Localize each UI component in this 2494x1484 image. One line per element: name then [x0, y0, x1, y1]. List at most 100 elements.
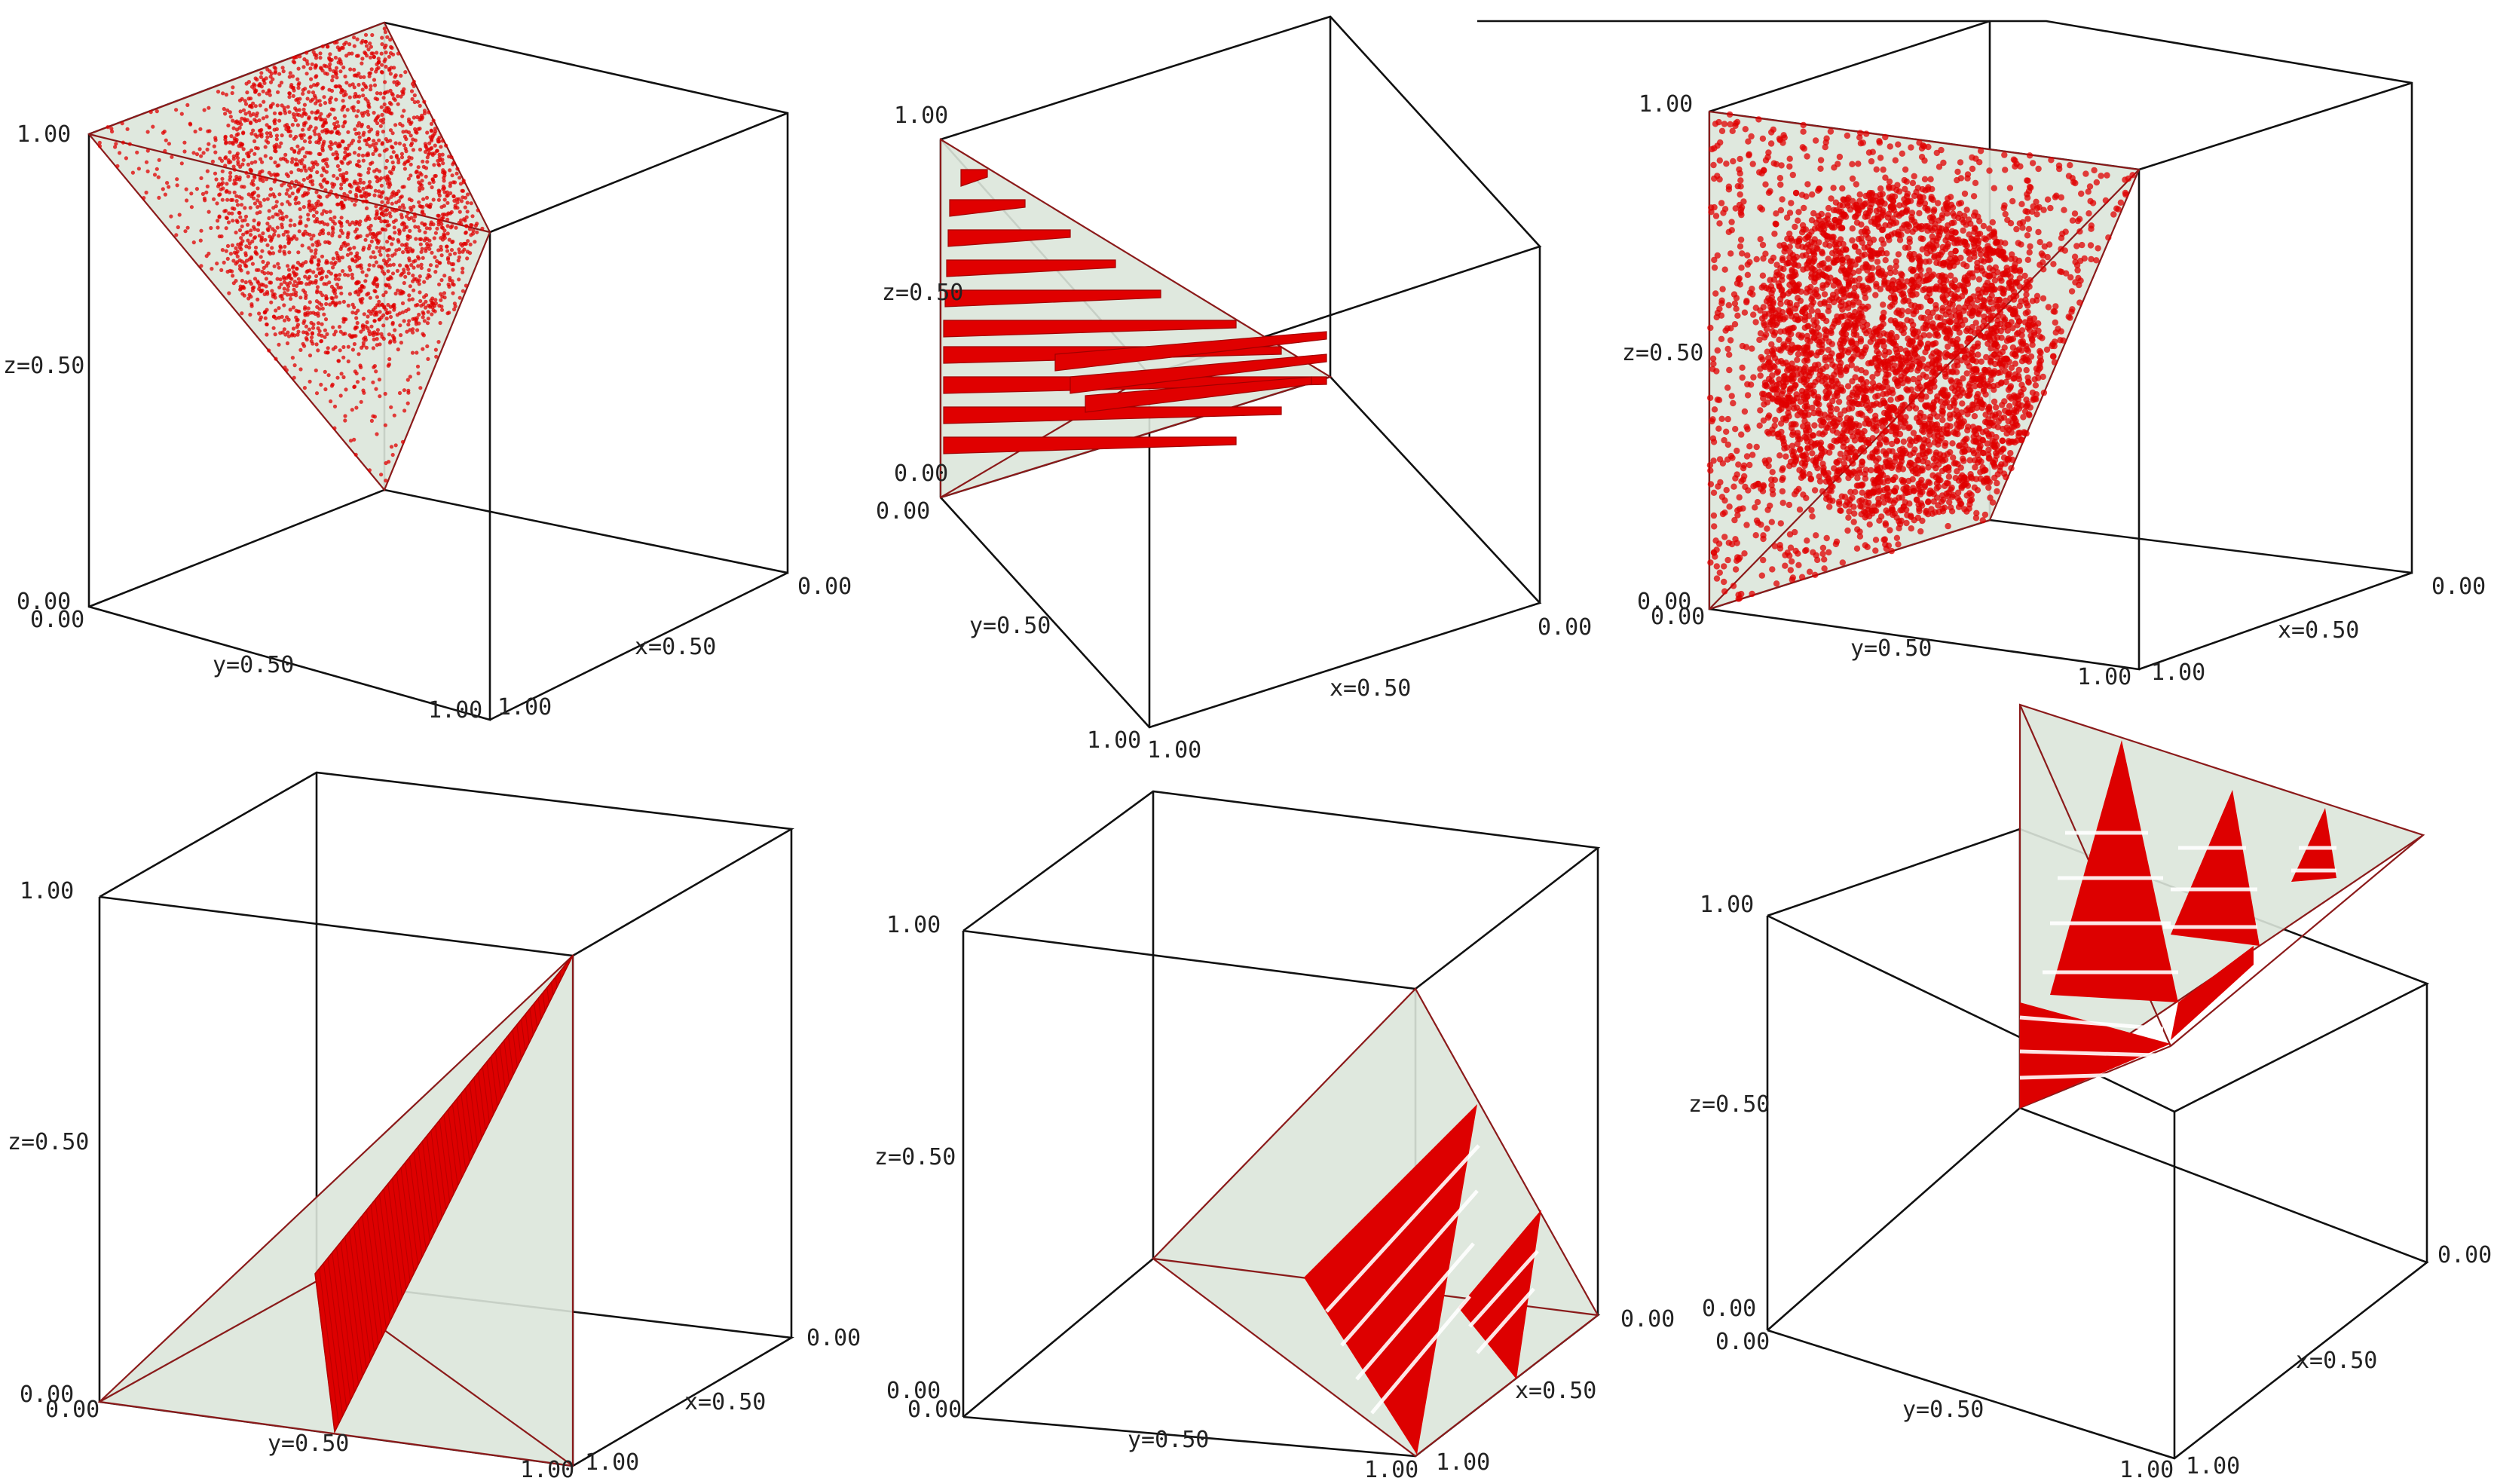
data-point [263, 237, 268, 242]
data-point [388, 111, 393, 115]
data-point [389, 445, 394, 449]
data-point [225, 243, 231, 248]
data-point [475, 230, 479, 234]
data-point [445, 231, 450, 236]
data-point [332, 69, 336, 74]
data-point [291, 326, 296, 331]
data-point [252, 201, 257, 206]
data-point [412, 204, 416, 209]
data-point [310, 161, 314, 165]
data-point [1809, 265, 1816, 272]
data-point [330, 233, 335, 237]
data-point [213, 138, 218, 142]
data-point [349, 141, 353, 145]
data-point [348, 439, 353, 443]
data-point [1863, 130, 1870, 137]
data-point [1872, 547, 1879, 554]
data-point [385, 35, 390, 39]
data-point [2051, 359, 2058, 366]
data-point [2001, 151, 2008, 158]
data-point [1713, 575, 1721, 582]
data-point [260, 160, 265, 164]
data-point [306, 217, 311, 222]
data-point [246, 96, 251, 101]
data-point [396, 189, 401, 194]
data-point [275, 277, 280, 281]
data-point [354, 405, 359, 410]
data-point [256, 205, 260, 210]
data-point [234, 230, 238, 235]
data-point [274, 200, 279, 204]
data-point [298, 262, 303, 267]
data-point [295, 189, 300, 194]
data-point [182, 140, 187, 145]
data-point [1812, 571, 1819, 578]
data-point [335, 301, 339, 305]
data-point [329, 216, 333, 222]
data-point [265, 131, 269, 136]
data-point [1721, 266, 1728, 273]
data-point [317, 135, 322, 139]
data-point [383, 57, 387, 62]
data-point [300, 158, 304, 162]
data-point [223, 164, 228, 168]
data-point [363, 39, 368, 44]
data-point [372, 255, 377, 259]
data-point [1721, 534, 1728, 540]
data-point [370, 161, 375, 165]
data-point [341, 299, 346, 304]
data-point [352, 67, 357, 72]
data-point [315, 81, 320, 86]
data-point [227, 211, 231, 216]
data-point [251, 128, 256, 133]
data-point [415, 328, 420, 332]
data-point [252, 227, 257, 231]
data-point [265, 115, 269, 119]
data-point [325, 44, 330, 49]
data-point [360, 345, 364, 350]
data-point [185, 198, 189, 203]
data-point [198, 238, 203, 243]
data-point [314, 140, 319, 145]
data-point [442, 274, 447, 278]
data-point [1744, 252, 1751, 259]
data-point [350, 311, 355, 315]
data-point [2048, 157, 2055, 164]
data-point [378, 310, 382, 314]
data-point [294, 293, 298, 298]
data-point [317, 258, 321, 262]
data-point [387, 356, 392, 362]
data-point [366, 268, 371, 272]
data-point [374, 260, 378, 265]
data-point [1966, 231, 1972, 238]
data-point [2026, 152, 2033, 159]
data-point [1875, 350, 1883, 357]
data-point [175, 177, 179, 182]
data-point [1930, 208, 1937, 215]
data-point [219, 234, 224, 239]
data-point [1772, 416, 1779, 424]
data-point [1769, 304, 1776, 312]
data-point [308, 139, 312, 145]
data-point [366, 225, 371, 230]
data-point [372, 337, 376, 341]
data-point [314, 342, 319, 347]
data-point [155, 109, 159, 114]
data-point [301, 177, 306, 182]
data-point [436, 213, 440, 218]
data-point [1975, 276, 1983, 283]
data-point [419, 204, 424, 209]
data-point [2033, 211, 2040, 218]
data-point [342, 90, 347, 94]
data-point [212, 144, 216, 148]
data-point [308, 208, 313, 213]
data-point [269, 300, 274, 304]
data-point [259, 315, 263, 320]
data-point [366, 246, 371, 251]
data-point [252, 218, 256, 223]
data-point [331, 227, 335, 231]
data-point [273, 66, 278, 71]
data-point [381, 121, 385, 125]
data-point [291, 305, 295, 310]
data-point [387, 285, 392, 289]
